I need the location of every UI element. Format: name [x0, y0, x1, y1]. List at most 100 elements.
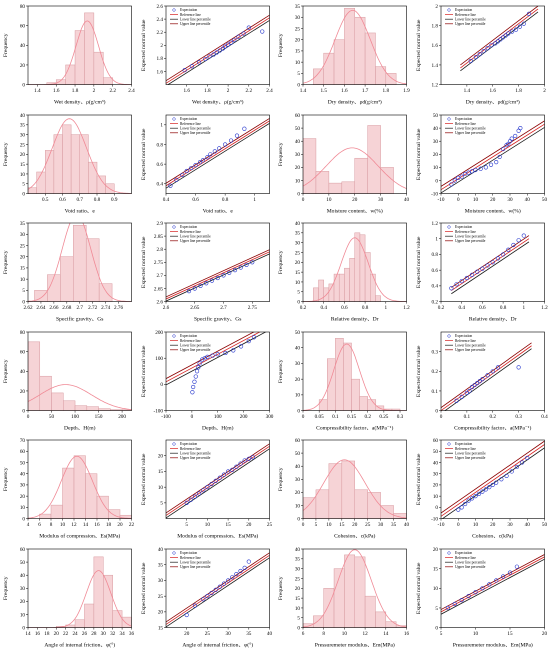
x-tick-label: 12	[71, 522, 77, 528]
x-tick-label: 1.4	[300, 88, 307, 94]
histogram-bar	[370, 274, 376, 302]
legend-label: Expectation	[455, 551, 472, 555]
y-tick-label: 0.8	[156, 142, 163, 148]
upper-percentile-line	[440, 342, 532, 408]
histogram-bar	[354, 556, 366, 628]
plot-area	[165, 552, 269, 628]
y-axis-label: Frequency	[278, 142, 284, 166]
x-tick-label: 50	[49, 414, 55, 420]
y-tick-label: 10	[20, 171, 26, 177]
qq-point	[464, 276, 469, 281]
qq-point	[229, 575, 234, 580]
reference-line	[440, 444, 544, 518]
x-tick-label: 1.2	[541, 305, 548, 311]
lower-percentile-line	[165, 331, 266, 386]
plot-area	[303, 232, 407, 302]
y-tick-label: 60	[20, 547, 26, 553]
y-tick-label: 1.2	[431, 82, 438, 88]
histogram-bar	[364, 595, 376, 628]
histogram-bar	[112, 610, 123, 628]
y-tick-label: 0	[22, 191, 25, 197]
y-tick-label: 30	[295, 566, 301, 572]
qq-point	[468, 58, 473, 64]
y-tick-label: 10	[20, 506, 26, 512]
legend-marker	[171, 551, 176, 555]
qq-point	[472, 494, 478, 499]
y-axis-label: Frequency	[3, 468, 9, 492]
x-tick-label: 1.2	[403, 305, 410, 311]
qq-point	[486, 582, 491, 587]
plot-area	[440, 441, 544, 519]
x-tick-label: 26	[82, 631, 88, 637]
legend-label: Lower line percentile	[180, 452, 211, 456]
y-axis-label: Frequency	[3, 359, 9, 383]
qq-point	[231, 37, 236, 43]
x-tick-label: 2.2	[109, 88, 116, 94]
qq-point	[215, 276, 220, 281]
histogram-bar	[327, 358, 336, 411]
qq-point	[464, 390, 469, 395]
qq-point	[513, 27, 518, 32]
x-tick-label: 20	[541, 631, 547, 637]
qq-point	[209, 353, 215, 358]
x-axis-label: Cohesion、c(kPa)	[334, 533, 375, 540]
x-tick-label: 1.4	[463, 88, 470, 94]
histogram-bar	[96, 496, 109, 519]
legend-marker	[171, 334, 176, 338]
x-tick-label: 10	[472, 197, 478, 203]
y-tick-label: 2.75	[153, 260, 162, 266]
qq-point	[221, 472, 226, 478]
y-tick-label: 0.2	[431, 300, 438, 306]
y-tick-label: 0	[22, 300, 25, 306]
legend-marker	[171, 117, 176, 121]
legend-label: Reference line	[180, 13, 201, 17]
y-tick-label: 0.6	[431, 268, 438, 274]
histogram-bar	[351, 378, 360, 411]
legend-label: Upper line percentile	[180, 565, 211, 569]
qq-point	[517, 24, 522, 29]
y-tick-label: 20	[20, 63, 26, 69]
x-tick-label: 20	[352, 197, 358, 203]
y-tick-label: 10	[157, 485, 163, 491]
y-axis-label: Frequency	[3, 250, 9, 274]
legend-label: Reference line	[180, 121, 201, 125]
x-tick-label: 2.4	[128, 88, 135, 94]
y-tick-label: 0.3	[431, 349, 438, 355]
upper-percentile-line	[165, 249, 269, 298]
x-axis-label: Compressibility factor、a(MPa⁻¹)	[316, 424, 393, 431]
qq-point	[519, 460, 524, 465]
qq-point	[246, 457, 251, 462]
x-tick-label: 24	[72, 631, 78, 637]
qq-point	[191, 379, 197, 384]
qq-point	[179, 172, 184, 177]
x-tick-label: -10	[437, 197, 444, 203]
y-tick-label: 15	[20, 266, 26, 272]
qq-point	[217, 476, 222, 481]
qq-point	[516, 238, 521, 243]
axes-frame	[27, 440, 132, 520]
y-tick-label: 20	[20, 255, 26, 261]
x-tick-label: 1.8	[383, 88, 390, 94]
histogram-bar	[343, 342, 352, 411]
qq-point	[472, 167, 478, 172]
qq-point	[479, 586, 484, 591]
qq-point	[193, 374, 198, 379]
axes-frame	[302, 5, 407, 85]
legend-label: Expectation	[455, 334, 472, 338]
y-tick-label: 0	[22, 408, 25, 414]
histogram-bar	[375, 295, 381, 302]
y-axis-label: Expected normal value	[416, 19, 422, 71]
legend-label: Lower line percentile	[455, 235, 486, 239]
y-tick-label: 20	[157, 610, 163, 616]
x-tick-label: 1.6	[489, 88, 496, 94]
x-tick-label: 0.6	[341, 305, 348, 311]
y-tick-label: 35	[157, 563, 163, 569]
y-tick-label: -10	[431, 191, 438, 197]
histogram-bar	[73, 455, 86, 519]
x-tick-label: 0.8	[362, 305, 369, 311]
plot-area	[303, 459, 407, 519]
